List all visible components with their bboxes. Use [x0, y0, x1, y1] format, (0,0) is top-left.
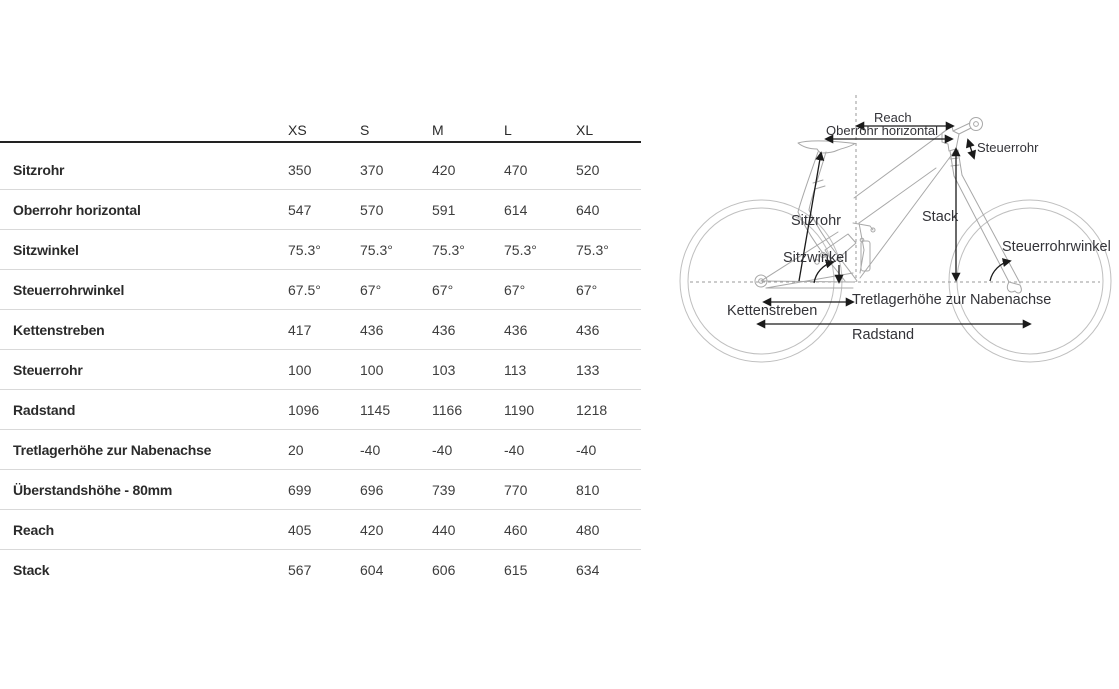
svg-text:Stack: Stack: [922, 209, 959, 225]
svg-text:Radstand: Radstand: [852, 327, 914, 343]
svg-text:Tretlagerhöhe zur Nabenachse: Tretlagerhöhe zur Nabenachse: [852, 292, 1051, 308]
svg-text:Sitzwinkel: Sitzwinkel: [783, 250, 847, 266]
svg-text:Kettenstreben: Kettenstreben: [727, 303, 817, 319]
svg-text:Oberrohr horizontal: Oberrohr horizontal: [826, 123, 938, 138]
svg-text:Steuerrohrwinkel: Steuerrohrwinkel: [1002, 239, 1111, 255]
svg-text:Steuerrohr: Steuerrohr: [977, 140, 1039, 155]
svg-text:Sitzrohr: Sitzrohr: [791, 213, 841, 229]
